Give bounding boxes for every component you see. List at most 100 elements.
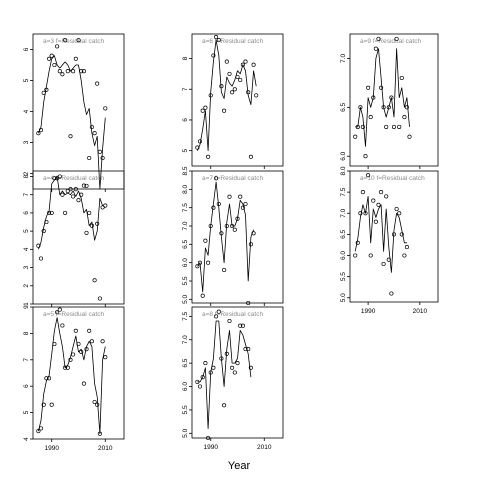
observed-point [71,352,76,357]
observed-point [206,435,211,441]
observed-point [355,240,360,245]
observed-point [81,183,86,188]
observed-point [79,349,84,354]
observed-point [63,210,68,215]
observed-points [36,307,108,436]
observed-point [41,229,46,234]
observed-point [211,53,216,58]
observed-point [73,56,78,61]
panel-a6: a=6 f=Residual catch 5 6 7 8 [182,33,284,169]
observed-point [399,75,404,81]
observed-point [238,77,243,83]
observed-point [246,347,251,352]
observed-point [224,351,229,356]
observed-point [214,314,219,319]
observed-point [200,108,205,113]
y-tick-label: 7.0 [340,54,347,63]
panel-frame [349,170,439,303]
observed-point [41,90,46,95]
panel-title: a=6 f=Residual catch [202,38,263,45]
fitted-line [355,48,410,147]
observed-point [368,253,373,258]
observed-point [73,328,78,333]
observed-points [353,36,412,159]
y-tick-label: 5.0 [182,294,189,303]
fitted-line [38,55,106,190]
observed-point [224,59,229,64]
observed-point [397,211,402,216]
observed-point [407,134,412,139]
y-axis: 6.0 6.5 7.0 [340,54,350,161]
observed-point [394,36,399,41]
panel-title: a=3 f=Residual catch [43,38,104,45]
x-tick-label: 2010 [413,308,428,315]
observed-point [65,365,70,370]
y-tick-label: 6 [23,47,30,51]
x-axis [51,189,106,192]
observed-point [219,231,224,236]
panel-frame [349,33,439,167]
observed-point [379,190,384,195]
panel-frame [32,306,125,440]
y-tick-label: 6 [23,384,30,388]
observed-point [87,210,92,215]
observed-point [95,402,100,407]
observed-point [60,192,65,197]
observed-point [211,365,216,370]
y-tick-label: 3 [23,140,30,144]
x-tick-label: 1990 [204,444,219,451]
observed-point [41,402,46,407]
x-axis [210,166,265,169]
observed-point [219,84,224,89]
y-tick-label: 7 [23,192,30,196]
observed-point [391,232,397,237]
observed-point [394,206,399,212]
observed-point [103,106,108,111]
panel-title: a=10 f=Residual catch [360,175,425,182]
y-tick-label: 5.5 [340,272,347,281]
observed-point [402,115,407,120]
observed-point [52,62,57,68]
observed-point [68,357,73,362]
y-tick-label: 6.0 [182,382,189,391]
observed-point [68,134,73,139]
observed-point [84,183,89,188]
observed-point [36,131,41,136]
observed-point [200,293,205,298]
observed-point [89,223,94,228]
observed-point [38,128,44,133]
observed-point [76,198,81,203]
observed-point [89,124,94,130]
observed-point [100,205,105,210]
y-axis: 1 2 3 4 5 6 7 8 [23,174,33,306]
observed-point [363,211,368,216]
observed-point [49,210,54,215]
x-tick-label: 1990 [361,308,376,315]
y-axis: 5.0 5.5 6.0 6.5 7.0 7.5 8.0 8.5 [182,166,192,304]
observed-point [386,257,391,262]
observed-point [68,187,73,192]
x-axis [367,166,421,169]
fitted-line [197,181,254,293]
observed-point [57,307,62,312]
observed-point [44,219,49,225]
observed-point [353,134,358,139]
observed-point [197,139,203,144]
y-tick-label: 8.0 [182,184,189,193]
observed-point [376,202,381,207]
observed-point [230,223,235,229]
observed-point [240,205,245,210]
observed-point [208,223,213,229]
x-tick-labels: 1990 2010 [361,308,428,315]
x-axis [210,303,265,306]
observed-point [386,105,391,110]
y-tick-label: 8.0 [340,166,347,175]
y-tick-label: 6.0 [182,258,189,267]
y-tick-label: 8 [23,331,30,335]
observed-point [87,328,92,333]
observed-point [60,72,65,77]
observed-point [399,232,404,237]
observed-point [402,253,407,258]
observed-point [97,149,102,154]
